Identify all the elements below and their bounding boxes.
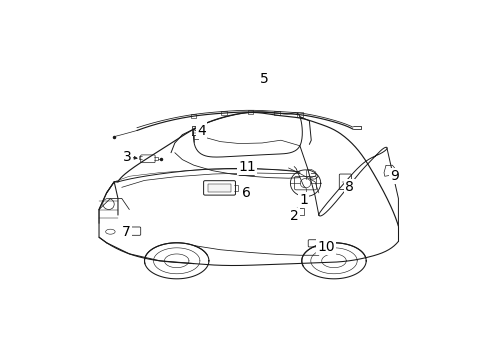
Bar: [221, 111, 226, 115]
Text: 7: 7: [122, 225, 130, 239]
Bar: [208, 184, 230, 192]
Text: 10: 10: [317, 240, 335, 254]
Text: 4: 4: [197, 123, 205, 138]
FancyBboxPatch shape: [127, 227, 141, 235]
Text: 3: 3: [123, 150, 132, 164]
FancyBboxPatch shape: [339, 174, 351, 190]
FancyBboxPatch shape: [141, 155, 155, 163]
Text: 11: 11: [238, 159, 255, 174]
Bar: [297, 112, 302, 117]
Bar: [274, 111, 279, 115]
FancyBboxPatch shape: [238, 169, 254, 175]
Text: 2: 2: [289, 210, 298, 224]
Text: 5: 5: [259, 72, 268, 86]
FancyBboxPatch shape: [307, 240, 325, 247]
Text: 8: 8: [345, 180, 354, 194]
Bar: [295, 208, 304, 215]
Text: 9: 9: [389, 169, 398, 183]
Bar: [191, 114, 196, 118]
Bar: [247, 110, 253, 114]
FancyBboxPatch shape: [294, 176, 316, 190]
FancyBboxPatch shape: [203, 181, 235, 195]
Text: 6: 6: [242, 186, 251, 200]
Text: 1: 1: [299, 193, 307, 207]
